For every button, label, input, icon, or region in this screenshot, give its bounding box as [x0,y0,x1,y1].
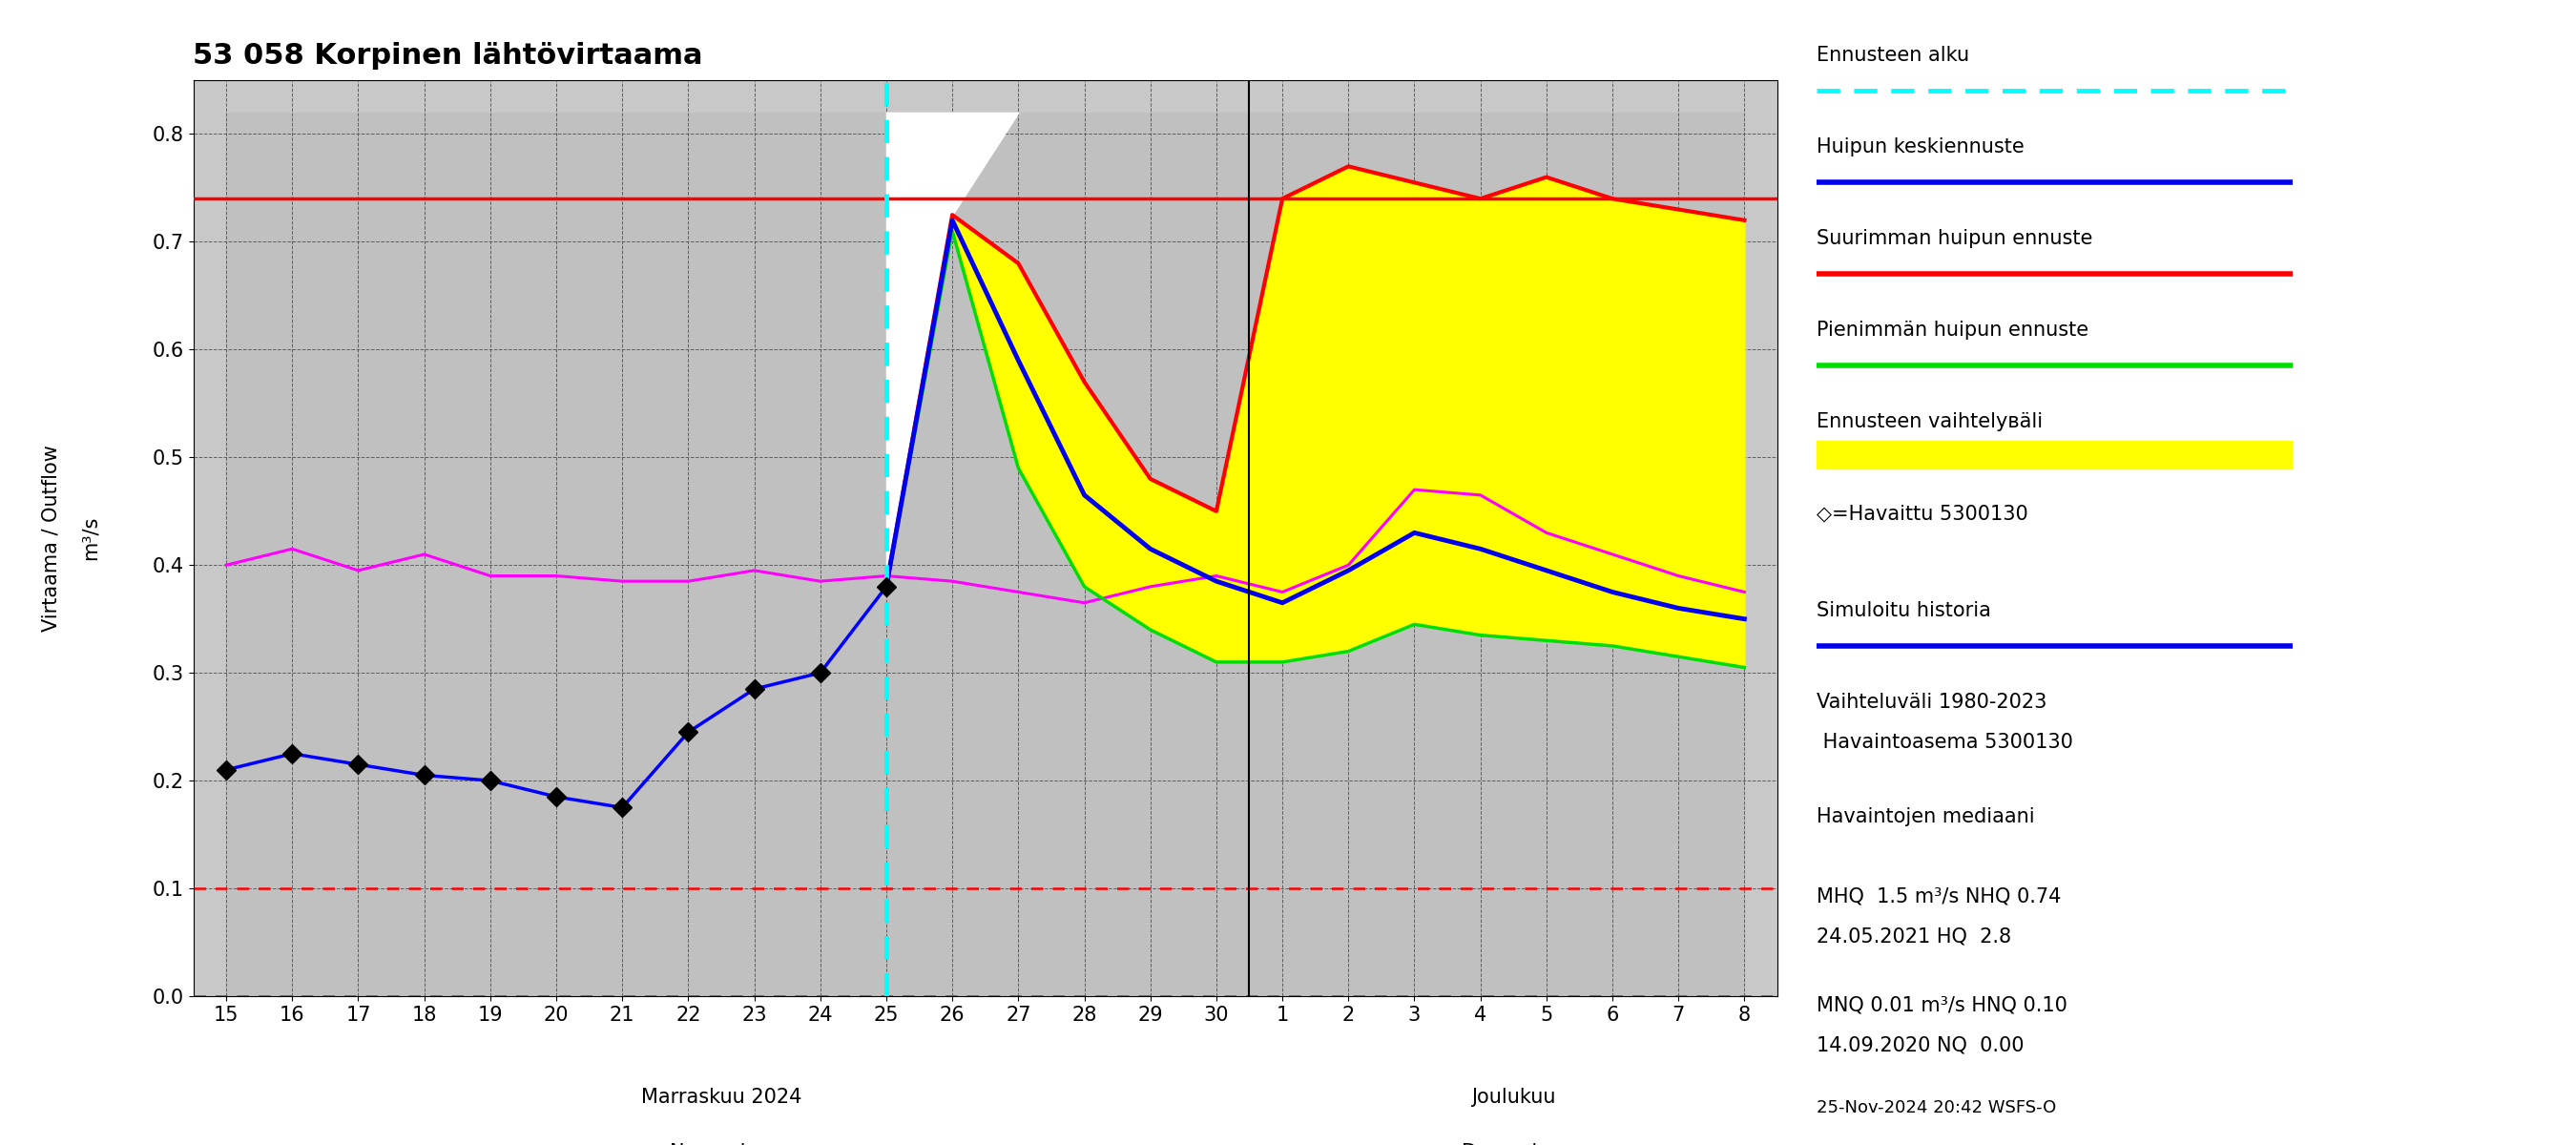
Text: Simuloitu historia: Simuloitu historia [1816,601,1991,621]
Text: Joulukuu: Joulukuu [1471,1088,1556,1107]
Text: m³/s: m³/s [80,516,100,560]
Text: Pienimmän huipun ennuste: Pienimmän huipun ennuste [1816,321,2089,340]
Text: 24.05.2021 HQ  2.8: 24.05.2021 HQ 2.8 [1816,927,2012,947]
Text: Havaintoasema 5300130: Havaintoasema 5300130 [1816,733,2074,752]
Text: MNQ 0.01 m³/s HNQ 0.10: MNQ 0.01 m³/s HNQ 0.10 [1816,996,2066,1016]
Text: Ennusteen alku: Ennusteen alku [1816,46,1968,65]
Text: 53 058 Korpinen lähtövirtaama: 53 058 Korpinen lähtövirtaama [193,42,703,70]
Bar [1816,441,2293,468]
Text: ◇=Havaittu 5300130: ◇=Havaittu 5300130 [1816,504,2027,523]
Text: December: December [1461,1143,1566,1145]
Text: Marraskuu 2024: Marraskuu 2024 [641,1088,801,1107]
Text: November: November [670,1143,773,1145]
Text: Ennusteen vaihtelувäli: Ennusteen vaihtelувäli [1816,412,2043,432]
Text: Virtaama / Outflow: Virtaama / Outflow [41,444,59,632]
Text: 25-Nov-2024 20:42 WSFS-O: 25-Nov-2024 20:42 WSFS-O [1816,1099,2056,1116]
Text: Suurimman huipun ennuste: Suurimman huipun ennuste [1816,229,2092,248]
Text: Vaihteluväli 1980-2023: Vaihteluväli 1980-2023 [1816,693,2045,712]
Text: 14.09.2020 NQ  0.00: 14.09.2020 NQ 0.00 [1816,1036,2025,1056]
Text: MHQ  1.5 m³/s NHQ 0.74: MHQ 1.5 m³/s NHQ 0.74 [1816,887,2061,907]
Text: Havaintojen mediaani: Havaintojen mediaani [1816,807,2035,827]
Text: Huipun keskiennuste: Huipun keskiennuste [1816,137,2025,157]
